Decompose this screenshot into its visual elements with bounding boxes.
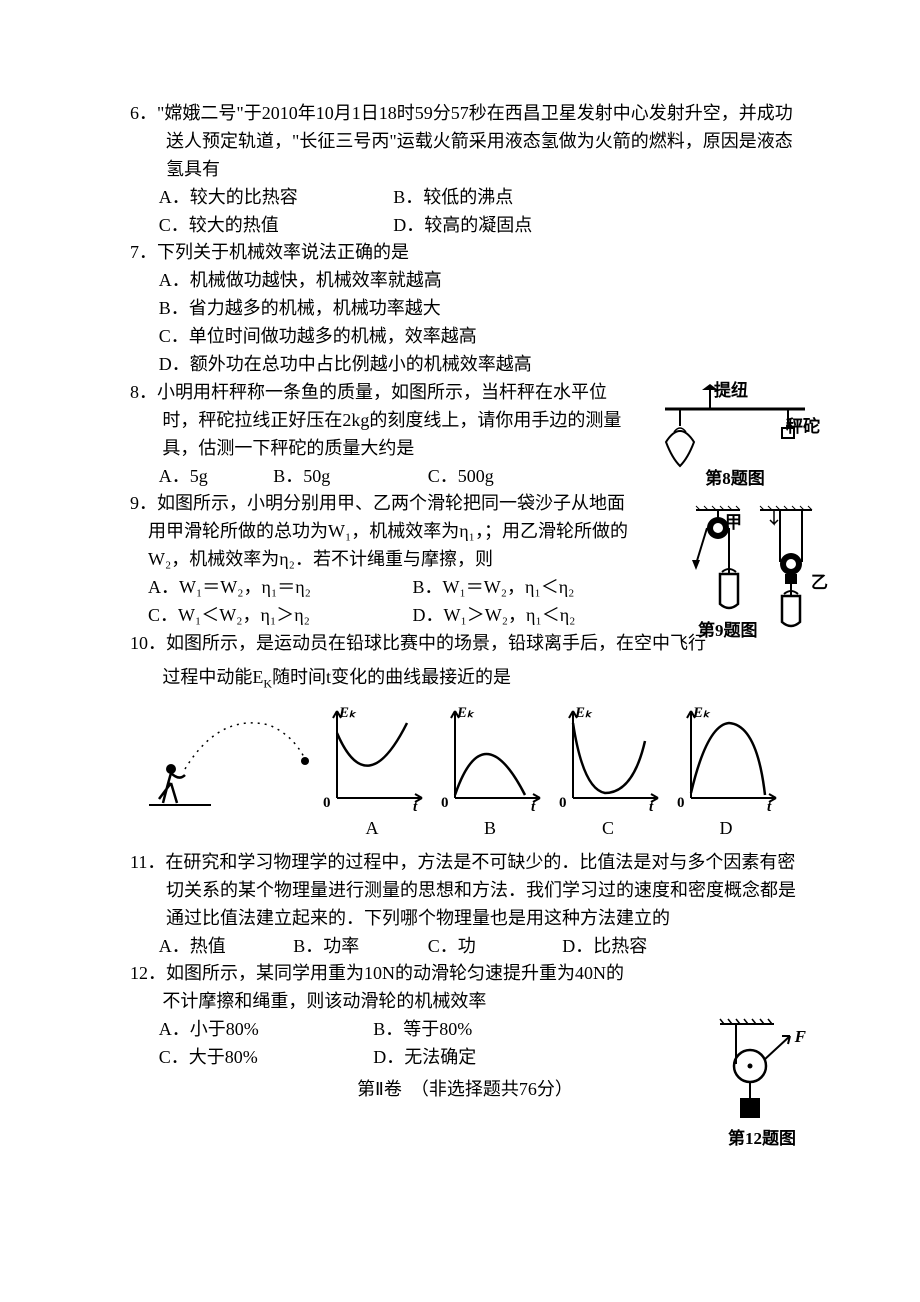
q11-opt-b: B．功率 xyxy=(293,933,423,961)
q9-number: 9． xyxy=(130,493,157,513)
pulley-label-jia: 甲 xyxy=(725,510,742,536)
steelyard-label-chengtuo: 秤砣 xyxy=(786,414,820,440)
force-label: F xyxy=(795,1024,806,1050)
q6-opt-a: A．较大的比热容 xyxy=(159,184,389,212)
chart-b-label: B xyxy=(435,815,545,843)
q8-opt-c: C．500g xyxy=(428,463,494,491)
q10-text1: 如图所示，是运动员在铅球比赛中的场景，铅球离手后，在空中飞行 xyxy=(166,633,706,653)
q8-text1: 小明用杆秤称一条鱼的质量，如图所示，当杆秤在水平位 xyxy=(157,382,607,402)
chart-a-origin: 0 xyxy=(323,795,331,811)
q9-opt-c: C．W₁＜W₂，η₁＞η₂ xyxy=(148,602,408,630)
figure-8-caption: 第8题图 xyxy=(660,466,810,492)
q7-opt-c: C．单位时间做功越多的机械，效率越高 xyxy=(130,323,800,351)
q10-text2-post: 随时间t变化的曲线最接近的是 xyxy=(272,667,511,687)
q12-opt-a: A．小于80% xyxy=(159,1016,369,1044)
pulley-label-yi: 乙 xyxy=(811,570,828,596)
chart-a-svg: 0 Eₖ t xyxy=(317,703,427,813)
athlete-figure xyxy=(149,703,309,843)
q12-options-row2: C．大于80% D．无法确定 xyxy=(130,1044,800,1072)
figure-movable-pulley: F 第12题图 xyxy=(712,1016,812,1152)
q9-opt-b: B．W₁＝W₂，η₁＜η₂ xyxy=(413,574,575,602)
svg-text:0: 0 xyxy=(677,795,685,811)
q11-opt-d: D．比热容 xyxy=(562,933,647,961)
chart-c: 0 Eₖ t C xyxy=(553,703,663,843)
steelyard-label-tiniu: 提纽 xyxy=(714,378,748,404)
q12-options-row1: A．小于80% B．等于80% xyxy=(130,1016,800,1044)
q11-number: 11． xyxy=(130,852,165,872)
chart-d-label: D xyxy=(671,815,781,843)
q12-opt-b: B．等于80% xyxy=(373,1016,472,1044)
q9-opt-d: D．W₁＞W₂，η₁＜η₂ xyxy=(413,602,576,630)
q6-opt-c: C．较大的热值 xyxy=(159,212,389,240)
q7-opt-b: B．省力越多的机械，机械功率越大 xyxy=(130,295,800,323)
athlete-svg xyxy=(149,703,309,813)
q12-opt-d: D．无法确定 xyxy=(373,1044,476,1072)
chart-a-label: A xyxy=(317,815,427,843)
q9-opt-a: A．W₁＝W₂，η₁＝η₂ xyxy=(148,574,408,602)
q8-number: 8． xyxy=(130,382,157,402)
svg-text:0: 0 xyxy=(559,795,567,811)
chart-d: 0 Eₖ t D xyxy=(671,703,781,843)
q8-opt-a: A．5g xyxy=(159,463,269,491)
question-10: 10．如图所示，是运动员在铅球比赛中的场景，铅球离手后，在空中飞行 过程中动能E… xyxy=(130,630,800,843)
q10-text2-sub: K xyxy=(263,676,272,690)
question-12: 12．如图所示，某同学用重为10N的动滑轮匀速提升重为40N的 不计摩擦和绳重，… xyxy=(130,960,800,1072)
figure-12-caption: 第12题图 xyxy=(712,1126,812,1152)
q12-opt-c: C．大于80% xyxy=(159,1044,369,1072)
q12-stem: 12．如图所示，某同学用重为10N的动滑轮匀速提升重为40N的 xyxy=(130,960,800,988)
svg-text:Eₖ: Eₖ xyxy=(456,705,475,721)
exam-page: 6．"嫦娥二号"于2010年10月1日18时59分57秒在西昌卫星发射中心发射升… xyxy=(0,0,920,1184)
question-6: 6．"嫦娥二号"于2010年10月1日18时59分57秒在西昌卫星发射中心发射升… xyxy=(130,100,800,239)
q6-opt-d: D．较高的凝固点 xyxy=(393,212,532,240)
q11-opt-a: A．热值 xyxy=(159,933,289,961)
q12-number: 12． xyxy=(130,963,166,983)
part-2-heading: 第Ⅱ卷 （非选择题共76分） xyxy=(130,1076,800,1104)
chart-a-ylabel: Eₖ xyxy=(338,705,357,721)
q11-options: A．热值 B．功率 C．功 D．比热容 xyxy=(130,933,800,961)
q7-opt-a: A．机械做功越快，机械效率就越高 xyxy=(130,267,800,295)
svg-text:0: 0 xyxy=(441,795,449,811)
q6-number: 6． xyxy=(130,103,157,123)
q12-text2: 不计摩擦和绳重，则该动滑轮的机械效率 xyxy=(130,988,800,1016)
chart-b: 0 Eₖ t B xyxy=(435,703,545,843)
q10-charts: 0 Eₖ t A 0 Eₖ t B xyxy=(130,703,800,843)
q6-text: "嫦娥二号"于2010年10月1日18时59分57秒在西昌卫星发射中心发射升空，… xyxy=(157,103,793,179)
pulleys-svg xyxy=(690,504,820,632)
q7-number: 7． xyxy=(130,242,157,262)
q6-stem: 6．"嫦娥二号"于2010年10月1日18时59分57秒在西昌卫星发射中心发射升… xyxy=(130,100,800,184)
q7-text: 下列关于机械效率说法正确的是 xyxy=(157,242,409,262)
q10-text2-pre: 过程中动能E xyxy=(162,667,263,687)
chart-b-svg: 0 Eₖ t xyxy=(435,703,545,813)
q7-stem: 7．下列关于机械效率说法正确的是 xyxy=(130,239,800,267)
svg-text:Eₖ: Eₖ xyxy=(692,705,711,721)
chart-c-label: C xyxy=(553,815,663,843)
q8-opt-b: B．50g xyxy=(273,463,423,491)
q10-number: 10． xyxy=(130,633,166,653)
chart-a: 0 Eₖ t A xyxy=(317,703,427,843)
q6-options-row2: C．较大的热值 D．较高的凝固点 xyxy=(130,212,800,240)
figure-pulleys: 甲 乙 第9题图 xyxy=(690,504,820,644)
question-7: 7．下列关于机械效率说法正确的是 A．机械做功越快，机械效率就越高 B．省力越多… xyxy=(130,239,800,378)
q11-stem: 11．在研究和学习物理学的过程中，方法是不可缺少的．比值法是对与多个因素有密切关… xyxy=(130,849,800,933)
q9-text1: 如图所示，小明分别用甲、乙两个滑轮把同一袋沙子从地面 xyxy=(157,493,625,513)
figure-steelyard: 提纽 秤砣 第8题图 xyxy=(660,384,810,492)
svg-text:Eₖ: Eₖ xyxy=(574,705,593,721)
chart-d-svg: 0 Eₖ t xyxy=(671,703,781,813)
q11-text: 在研究和学习物理学的过程中，方法是不可缺少的．比值法是对与多个因素有密切关系的某… xyxy=(165,852,796,928)
q12-text1: 如图所示，某同学用重为10N的动滑轮匀速提升重为40N的 xyxy=(166,963,624,983)
q7-opt-d: D．额外功在总功中占比例越小的机械效率越高 xyxy=(130,351,800,379)
q10-stem2: 过程中动能EK随时间t变化的曲线最接近的是 xyxy=(130,664,800,693)
chart-c-svg: 0 Eₖ t xyxy=(553,703,663,813)
q6-options-row1: A．较大的比热容 B．较低的沸点 xyxy=(130,184,800,212)
q6-opt-b: B．较低的沸点 xyxy=(393,184,513,212)
q11-opt-c: C．功 xyxy=(428,933,558,961)
question-11: 11．在研究和学习物理学的过程中，方法是不可缺少的．比值法是对与多个因素有密切关… xyxy=(130,849,800,961)
